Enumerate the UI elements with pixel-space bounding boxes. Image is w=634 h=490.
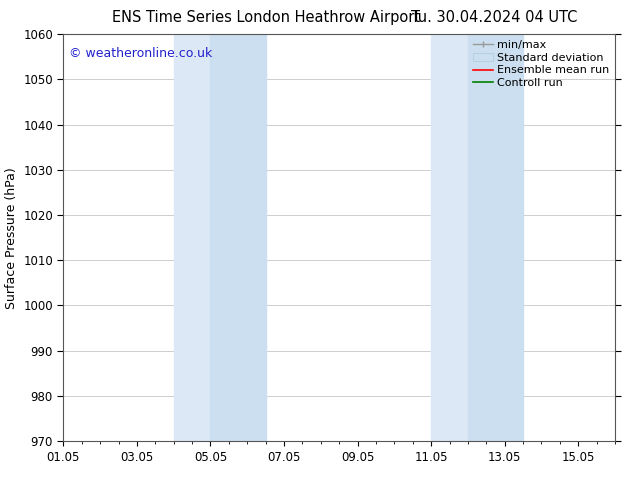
Bar [210,34,266,441]
Bar [431,34,468,441]
Bar [468,34,523,441]
Text: © weatheronline.co.uk: © weatheronline.co.uk [69,47,212,59]
Text: ENS Time Series London Heathrow Airport: ENS Time Series London Heathrow Airport [112,10,420,25]
Bar [174,34,210,441]
Text: Tu. 30.04.2024 04 UTC: Tu. 30.04.2024 04 UTC [411,10,578,25]
Y-axis label: Surface Pressure (hPa): Surface Pressure (hPa) [4,167,18,309]
Legend: min/max, Standard deviation, Ensemble mean run, Controll run: min/max, Standard deviation, Ensemble me… [470,38,612,91]
